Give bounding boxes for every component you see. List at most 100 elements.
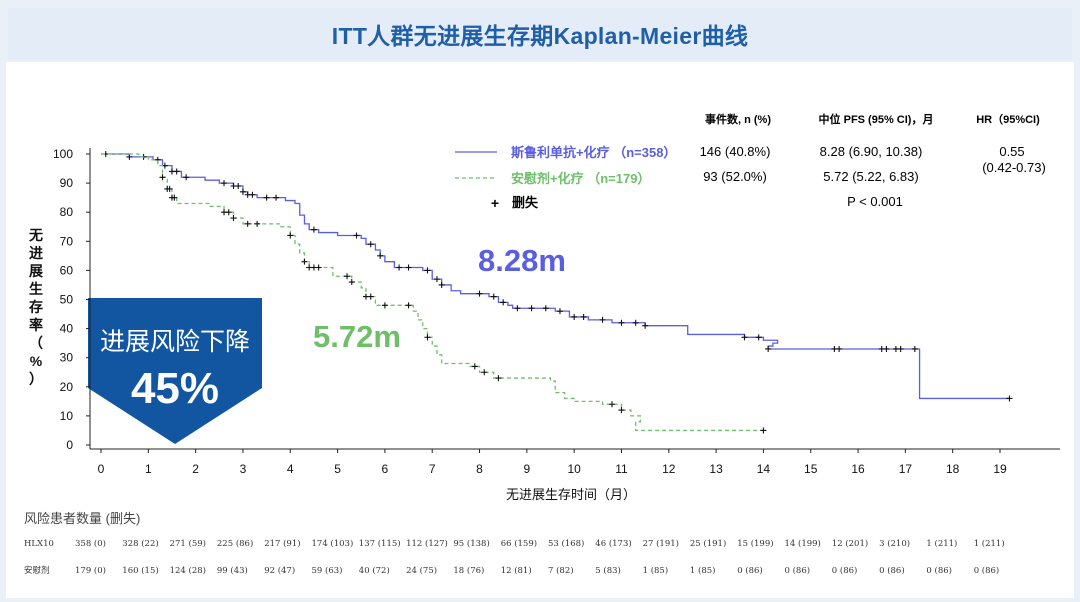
censor-mark-series1	[239, 188, 246, 195]
median-annotation-series2: 5.72m	[313, 319, 401, 354]
risk-cell-series2: 1 (85)	[690, 565, 716, 576]
risk-cell-series2: 124 (28)	[170, 565, 206, 576]
censor-mark-series1	[490, 293, 497, 300]
censor-mark-series1	[618, 319, 625, 326]
x-tick-label: 11	[615, 462, 628, 476]
risk-cell-series1: 53 (168)	[548, 538, 584, 549]
risk-cell-series1: 95 (138)	[453, 538, 489, 549]
censor-mark-series2	[287, 232, 294, 239]
x-tick-label: 19	[993, 462, 1007, 476]
y-tick-label: 70	[60, 234, 74, 248]
x-tick-label: 4	[287, 462, 294, 476]
censor-mark-series1	[367, 241, 374, 248]
x-tick-label: 0	[98, 462, 105, 476]
x-tick-label: 14	[757, 462, 771, 476]
risk-cell-series1: 46 (173)	[595, 538, 631, 549]
series2-events: 93 (52.0%)	[703, 169, 767, 184]
series1-median: 8.28 (6.90, 10.38)	[820, 144, 923, 159]
censor-mark-series1	[396, 264, 403, 271]
y-tick-label: 30	[60, 351, 74, 365]
censor-mark-series2	[344, 273, 351, 280]
risk-cell-series1: 1 (211)	[974, 538, 1005, 549]
x-tick-label: 15	[804, 462, 818, 476]
badge-line1: 进展风险下降	[100, 328, 250, 356]
legend-censored-label: 删失	[512, 195, 539, 210]
censor-mark-series2	[495, 375, 502, 382]
km-curve-series2	[101, 153, 764, 432]
censor-mark-series2	[171, 194, 178, 201]
badge-line2: 45%	[131, 364, 219, 413]
censor-mark-series1	[433, 276, 440, 283]
censor-mark-series1	[438, 281, 445, 288]
risk-cell-series1: 112 (127)	[406, 538, 448, 549]
legend-censored-symbol: +	[491, 195, 499, 211]
censor-mark-series1	[263, 194, 270, 201]
x-tick-label: 7	[429, 462, 436, 476]
censor-mark-series1	[542, 305, 549, 312]
risk-cell-series1: 14 (199)	[785, 538, 821, 549]
censor-mark-series2	[618, 407, 625, 414]
risk-cell-series2: 59 (63)	[312, 565, 343, 576]
censor-mark-series1	[632, 319, 639, 326]
y-tick-label: 60	[60, 263, 74, 277]
x-tick-label: 10	[567, 462, 581, 476]
x-tick-label: 16	[851, 462, 865, 476]
risk-cell-series2: 0 (86)	[926, 565, 952, 576]
x-tick-label: 3	[240, 462, 247, 476]
censor-mark-series1	[249, 191, 256, 198]
censor-mark-series1	[755, 334, 762, 341]
censor-mark-series1	[353, 232, 360, 239]
x-tick-label: 12	[662, 462, 676, 476]
y-tick-label: 50	[60, 293, 74, 307]
col-header-median: 中位 PFS (95% CI)，月	[819, 112, 934, 126]
p-value: P < 0.001	[847, 194, 903, 209]
censor-mark-series2	[481, 369, 488, 376]
censor-mark-series1	[580, 313, 587, 320]
censor-mark-series1	[741, 334, 748, 341]
y-tick-label: 90	[60, 176, 74, 190]
risk-cell-series1: 15 (199)	[737, 538, 773, 549]
x-axis-label: 无进展生存时间（月）	[506, 487, 636, 502]
censor-mark-series2	[159, 174, 166, 181]
censor-mark-series2	[244, 220, 251, 227]
hr-ci: (0.42-0.73)	[982, 160, 1046, 175]
censor-mark-series1	[377, 252, 384, 259]
x-tick-label: 9	[523, 462, 530, 476]
risk-cell-series1: 328 (22)	[122, 538, 158, 549]
risk-cell-series2: 99 (43)	[217, 565, 248, 576]
x-tick-label: 8	[476, 462, 483, 476]
legend-label-series1: 斯鲁利单抗+化疗 （n=358）	[511, 145, 676, 160]
x-tick-label: 13	[709, 462, 723, 476]
censor-mark-series1	[883, 345, 890, 352]
y-tick-label: 0	[66, 438, 73, 452]
censor-mark-series1	[173, 168, 180, 175]
col-header-hr: HR（95%CI)	[976, 113, 1040, 126]
y-tick-label: 40	[60, 322, 74, 336]
risk-row-label-series1: HLX10	[24, 539, 54, 549]
censor-mark-series1	[765, 345, 772, 352]
censor-mark-series2	[381, 302, 388, 309]
risk-cell-series2: 0 (86)	[785, 565, 811, 576]
x-tick-label: 17	[899, 462, 913, 476]
risk-table-title: 风险患者数量 (删失)	[24, 511, 140, 526]
risk-cell-series2: 24 (75)	[406, 565, 437, 576]
risk-cell-series2: 160 (15)	[122, 565, 158, 576]
censor-mark-series1	[642, 322, 649, 329]
x-tick-label: 1	[145, 462, 152, 476]
y-tick-label: 20	[60, 380, 74, 394]
risk-cell-series1: 225 (86)	[217, 538, 253, 549]
x-tick-label: 18	[946, 462, 960, 476]
y-tick-label: 10	[60, 409, 74, 423]
col-header-events: 事件数, n (%)	[705, 112, 771, 126]
censor-mark-series2	[367, 293, 374, 300]
hr-value: 0.55	[999, 144, 1024, 159]
censor-mark-series2	[225, 209, 232, 216]
risk-cell-series2: 92 (47)	[264, 565, 295, 576]
censor-mark-series1	[424, 267, 431, 274]
title-bar: ITT人群无进展生存期Kaplan-Meier曲线	[8, 8, 1072, 60]
censor-mark-series2	[609, 401, 616, 408]
risk-row-label-series2: 安慰剂	[24, 565, 50, 576]
censor-mark-series1	[836, 345, 843, 352]
censor-mark-series1	[1006, 395, 1013, 402]
censor-mark-series2	[254, 220, 261, 227]
